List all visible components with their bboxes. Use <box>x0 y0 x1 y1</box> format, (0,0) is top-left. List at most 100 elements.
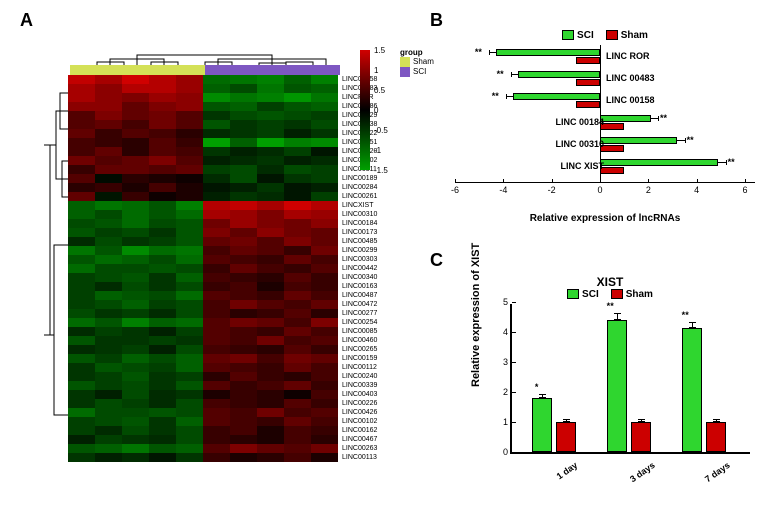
color-scale-tick: 0.5 <box>374 86 385 95</box>
heatmap-row <box>68 453 338 462</box>
heatmap-cell <box>122 327 149 336</box>
heatmap-cell <box>203 435 230 444</box>
heatmap-cell <box>122 228 149 237</box>
heatmap-cell <box>176 435 203 444</box>
heatmap-row <box>68 444 338 453</box>
heatmap-cell <box>68 174 95 183</box>
heatmap-cell <box>311 399 338 408</box>
heatmap-cell <box>203 291 230 300</box>
group-cell <box>70 65 97 75</box>
x-tick-mark <box>600 179 601 183</box>
heatmap-row-label: LINC00102 <box>342 417 377 426</box>
bar-group: LINC 00184** <box>455 115 755 135</box>
heatmap-cell <box>95 426 122 435</box>
error-bar <box>506 96 513 97</box>
heatmap-cell <box>230 435 257 444</box>
heatmap-row <box>68 390 338 399</box>
significance-marker: * <box>535 382 539 392</box>
color-scale-tick: 1.5 <box>374 46 385 55</box>
heatmap-cell <box>203 426 230 435</box>
heatmap-row-label: LINC00226 <box>342 399 377 408</box>
heatmap-cell <box>149 147 176 156</box>
heatmap-cell <box>230 453 257 462</box>
heatmap-cell <box>95 93 122 102</box>
error-bar <box>511 74 518 75</box>
heatmap-cell <box>230 426 257 435</box>
heatmap-cell <box>68 399 95 408</box>
heatmap-cell <box>68 309 95 318</box>
heatmap-cell <box>68 246 95 255</box>
heatmap-cell <box>311 336 338 345</box>
bar-group: LINC XIST** <box>455 159 755 179</box>
heatmap-cell <box>284 417 311 426</box>
heatmap-cell <box>176 129 203 138</box>
heatmap-row <box>68 84 338 93</box>
error-bar <box>651 118 658 119</box>
heatmap-row <box>68 417 338 426</box>
heatmap-cell <box>122 399 149 408</box>
heatmap-cell <box>230 210 257 219</box>
color-scale-tick: 0 <box>374 106 378 115</box>
heatmap-cell <box>176 327 203 336</box>
heatmap-row-label: LINC00472 <box>342 300 377 309</box>
x-category-label: 7 days <box>703 460 732 484</box>
chart-b-xlabel: Relative expression of lncRNAs <box>455 213 755 224</box>
heatmap-cell <box>203 165 230 174</box>
error-bar <box>718 162 725 163</box>
heatmap-row <box>68 138 338 147</box>
heatmap-row-label: LINC00277 <box>342 309 377 318</box>
heatmap-cell <box>203 120 230 129</box>
heatmap-cell <box>257 354 284 363</box>
heatmap-cell <box>176 408 203 417</box>
heatmap-cell <box>68 147 95 156</box>
heatmap-cell <box>203 210 230 219</box>
group-cell <box>232 65 259 75</box>
heatmap-cell <box>122 174 149 183</box>
heatmap-cell <box>95 453 122 462</box>
sci-bar <box>532 398 552 452</box>
group-cell <box>124 65 151 75</box>
heatmap-cell <box>311 75 338 84</box>
heatmap-cell <box>203 255 230 264</box>
heatmap-cell <box>122 435 149 444</box>
heatmap-cell <box>311 219 338 228</box>
heatmap-cell <box>176 273 203 282</box>
heatmap-cell <box>311 120 338 129</box>
heatmap-cell <box>68 372 95 381</box>
heatmap-row <box>68 399 338 408</box>
heatmap-cell <box>311 210 338 219</box>
group-cell <box>286 65 313 75</box>
sci-bar <box>496 49 600 56</box>
heatmap-cell <box>149 84 176 93</box>
heatmap-cell <box>311 246 338 255</box>
heatmap-cell <box>284 309 311 318</box>
heatmap-cell <box>311 264 338 273</box>
heatmap-cell <box>284 273 311 282</box>
heatmap-cell <box>176 138 203 147</box>
heatmap-cell <box>149 273 176 282</box>
heatmap-row <box>68 246 338 255</box>
x-tick: 4 <box>694 185 699 195</box>
heatmap-cell <box>311 381 338 390</box>
heatmap-row-label: LINC00162 <box>342 426 377 435</box>
heatmap-cell <box>68 300 95 309</box>
heatmap-cell <box>311 102 338 111</box>
heatmap-cell <box>203 174 230 183</box>
heatmap-cell <box>284 147 311 156</box>
heatmap-row <box>68 219 338 228</box>
heatmap-cell <box>203 156 230 165</box>
heatmap-cell <box>203 264 230 273</box>
heatmap-cell <box>230 399 257 408</box>
heatmap-cell <box>230 129 257 138</box>
heatmap-cell <box>230 165 257 174</box>
error-cap <box>511 72 512 77</box>
heatmap-row-label: LINC00339 <box>342 381 377 390</box>
color-scale-legend: 1.510.50-0.5-1-1.5 <box>360 50 370 170</box>
heatmap-cell <box>311 372 338 381</box>
heatmap-cell <box>122 102 149 111</box>
heatmap-row-label: LINC00189 <box>342 174 377 183</box>
heatmap-cell <box>95 336 122 345</box>
heatmap-cell <box>284 120 311 129</box>
heatmap-cell <box>68 156 95 165</box>
group-cell <box>313 65 340 75</box>
